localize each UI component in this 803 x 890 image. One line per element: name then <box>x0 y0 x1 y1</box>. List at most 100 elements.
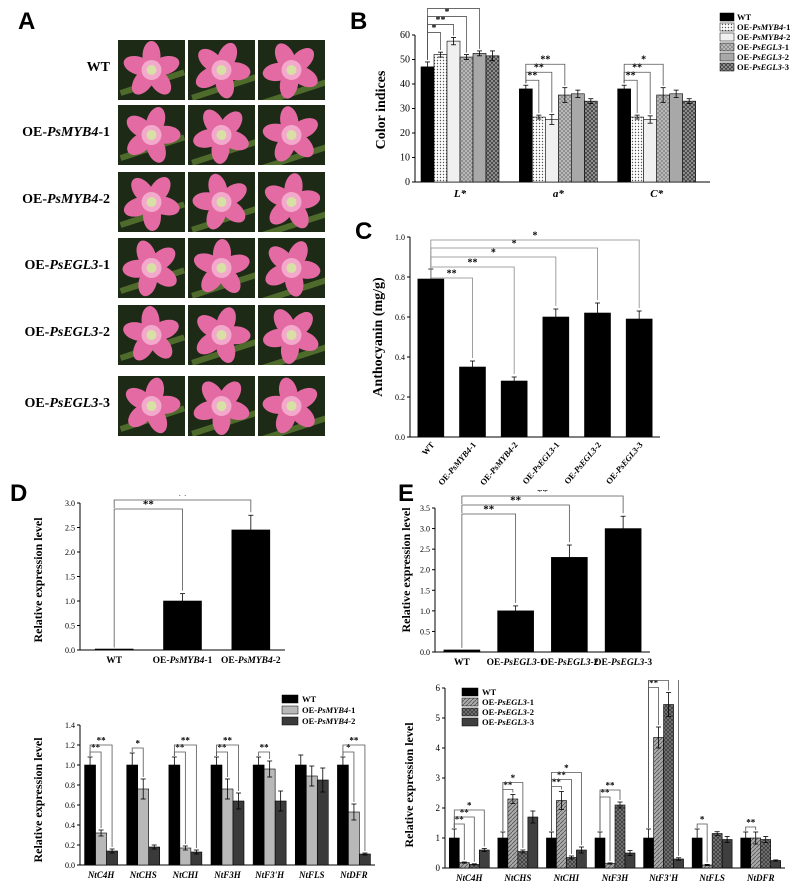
flower-drawing <box>188 305 255 365</box>
flower-petals <box>263 309 319 364</box>
bar-oe-psegl3-3-ntchs <box>527 816 539 869</box>
flower-photo <box>188 376 255 436</box>
y-tick-label: 2.5 <box>420 545 430 554</box>
label-text: OE-PsMYB4-2 <box>737 32 790 42</box>
bar-wt-ntfls <box>294 764 307 866</box>
x-tick-label: NtCHS <box>503 873 531 883</box>
significance-mark: ** <box>181 736 191 746</box>
significance-mark: * <box>346 743 351 753</box>
y-tick-label: 50 <box>400 55 410 66</box>
label-part: PsMYB4 <box>317 705 348 715</box>
bar-oe-psegl3-1 <box>497 610 534 653</box>
y-tick-label: 0.4 <box>395 353 405 362</box>
label-text: OE-PsMYB4-1 <box>436 440 478 487</box>
label-text: WT <box>106 656 123 666</box>
label-text: WT <box>420 440 437 458</box>
significance-mark: ** <box>483 504 495 516</box>
significance-mark: ** <box>746 818 756 828</box>
flower-center <box>216 330 227 340</box>
bar-oe-psegl3-2-a <box>571 93 585 183</box>
significance-bracket <box>173 744 197 848</box>
significance-bracket <box>113 508 183 648</box>
row-label-part: -2 <box>98 192 110 207</box>
significance-mark: ** <box>649 680 659 688</box>
label-text: OE-PsEGL3-2 <box>562 440 603 486</box>
flower-center <box>286 130 297 140</box>
label-part: -2 <box>782 52 789 62</box>
legend-swatch-oe-psegl3-3 <box>719 62 735 72</box>
flower-drawing <box>188 376 255 436</box>
bar-oe-psmyb4-2-ntdfr <box>359 853 371 866</box>
x-tick-label: NtFLS <box>698 873 725 883</box>
label-part: OE- <box>482 697 497 707</box>
label-part: -2 <box>590 658 598 668</box>
bar-oe-psegl3-2-ntf3-h <box>663 704 674 869</box>
y-tick-label: 0.6 <box>65 801 75 810</box>
significance-mark: ** <box>349 736 359 746</box>
x-tick-label: NtF3'H <box>254 870 285 880</box>
flower-center <box>286 197 297 207</box>
y-tick-label: 1.0 <box>65 761 75 770</box>
panel-label-b: B <box>350 8 368 35</box>
legend-swatch-wt <box>281 694 299 704</box>
label-part: PsEGL3 <box>503 658 537 668</box>
significance-mark: ** <box>540 55 550 66</box>
bar-wt-ntchs <box>126 764 139 866</box>
significance-mark: ** <box>626 71 636 82</box>
row-label-part: OE- <box>24 396 50 411</box>
y-axis-label: Color indices <box>374 70 389 149</box>
label-part: WT <box>106 656 123 666</box>
legend-swatch-oe-psmyb4-1 <box>281 705 299 715</box>
flower-photo <box>118 172 185 232</box>
bar-oe-psegl3-1-l <box>459 56 474 183</box>
flower-center <box>286 65 297 75</box>
bar-wt <box>94 648 134 651</box>
x-tick-label: NtFLS <box>298 870 325 880</box>
significance-mark: * <box>445 7 450 18</box>
label-part: WT <box>302 694 317 704</box>
bar-oe-psegl3-1 <box>542 316 570 438</box>
label-part: PsEGL3 <box>752 42 783 52</box>
chart-e-top: 0.0 0.5 1.0 1.5 2.0 2.5 3.0 3.5 Relative express… <box>400 490 652 668</box>
bar-oe-psegl3-2-ntchs <box>517 851 529 869</box>
significance-mark: * <box>641 55 646 66</box>
bar-wt-a <box>519 88 533 183</box>
label-part: -3 <box>782 62 789 72</box>
significance-mark: * <box>432 23 437 34</box>
flower-photo <box>118 305 185 365</box>
label-part: -3 <box>527 717 534 727</box>
label-part: -1 <box>549 440 561 452</box>
label-part: -2 <box>348 716 355 726</box>
significance-mark: ** <box>143 499 155 511</box>
y-tick-label: 0.2 <box>65 841 75 850</box>
panel-label-e: E <box>398 480 415 507</box>
row-label-part: PsEGL3 <box>49 396 99 411</box>
bar-oe-psegl3-2-ntf3h <box>614 804 626 869</box>
panel-label-a: A <box>18 8 36 35</box>
y-tick-label: 0.0 <box>420 648 430 657</box>
flower-center <box>286 263 297 273</box>
label-part: OE- <box>302 705 317 715</box>
label-part: -1 <box>783 22 790 32</box>
significance-bracket <box>113 499 252 513</box>
y-tick-label: 2.0 <box>420 566 430 575</box>
y-tick-label: 60 <box>400 30 410 41</box>
label-text: OE-PsMYB4-1 <box>153 656 213 666</box>
label-text: OE-PsMYB4-2 <box>302 716 355 726</box>
significance-mark: * <box>467 801 472 811</box>
label-part: OE- <box>737 52 752 62</box>
y-tick-label: 0.0 <box>65 861 75 870</box>
bar-oe-psegl3-3-ntfls <box>721 839 733 869</box>
bar-oe-psmyb4-1 <box>163 600 202 651</box>
y-axis-label: Relative expression level <box>400 507 413 633</box>
significance-bracket <box>430 239 640 308</box>
bar-oe-psmyb4-2-ntchs <box>148 846 161 866</box>
y-tick-label: 0 <box>436 863 441 873</box>
flower-petals <box>192 173 247 230</box>
significance-mark: * <box>564 763 569 773</box>
label-part: -1 <box>466 440 478 452</box>
legend-swatch-oe-psegl3-2 <box>719 52 735 62</box>
label-part: PsMYB4 <box>170 656 205 666</box>
significance-bracket <box>430 256 557 306</box>
flower-drawing <box>188 105 255 165</box>
